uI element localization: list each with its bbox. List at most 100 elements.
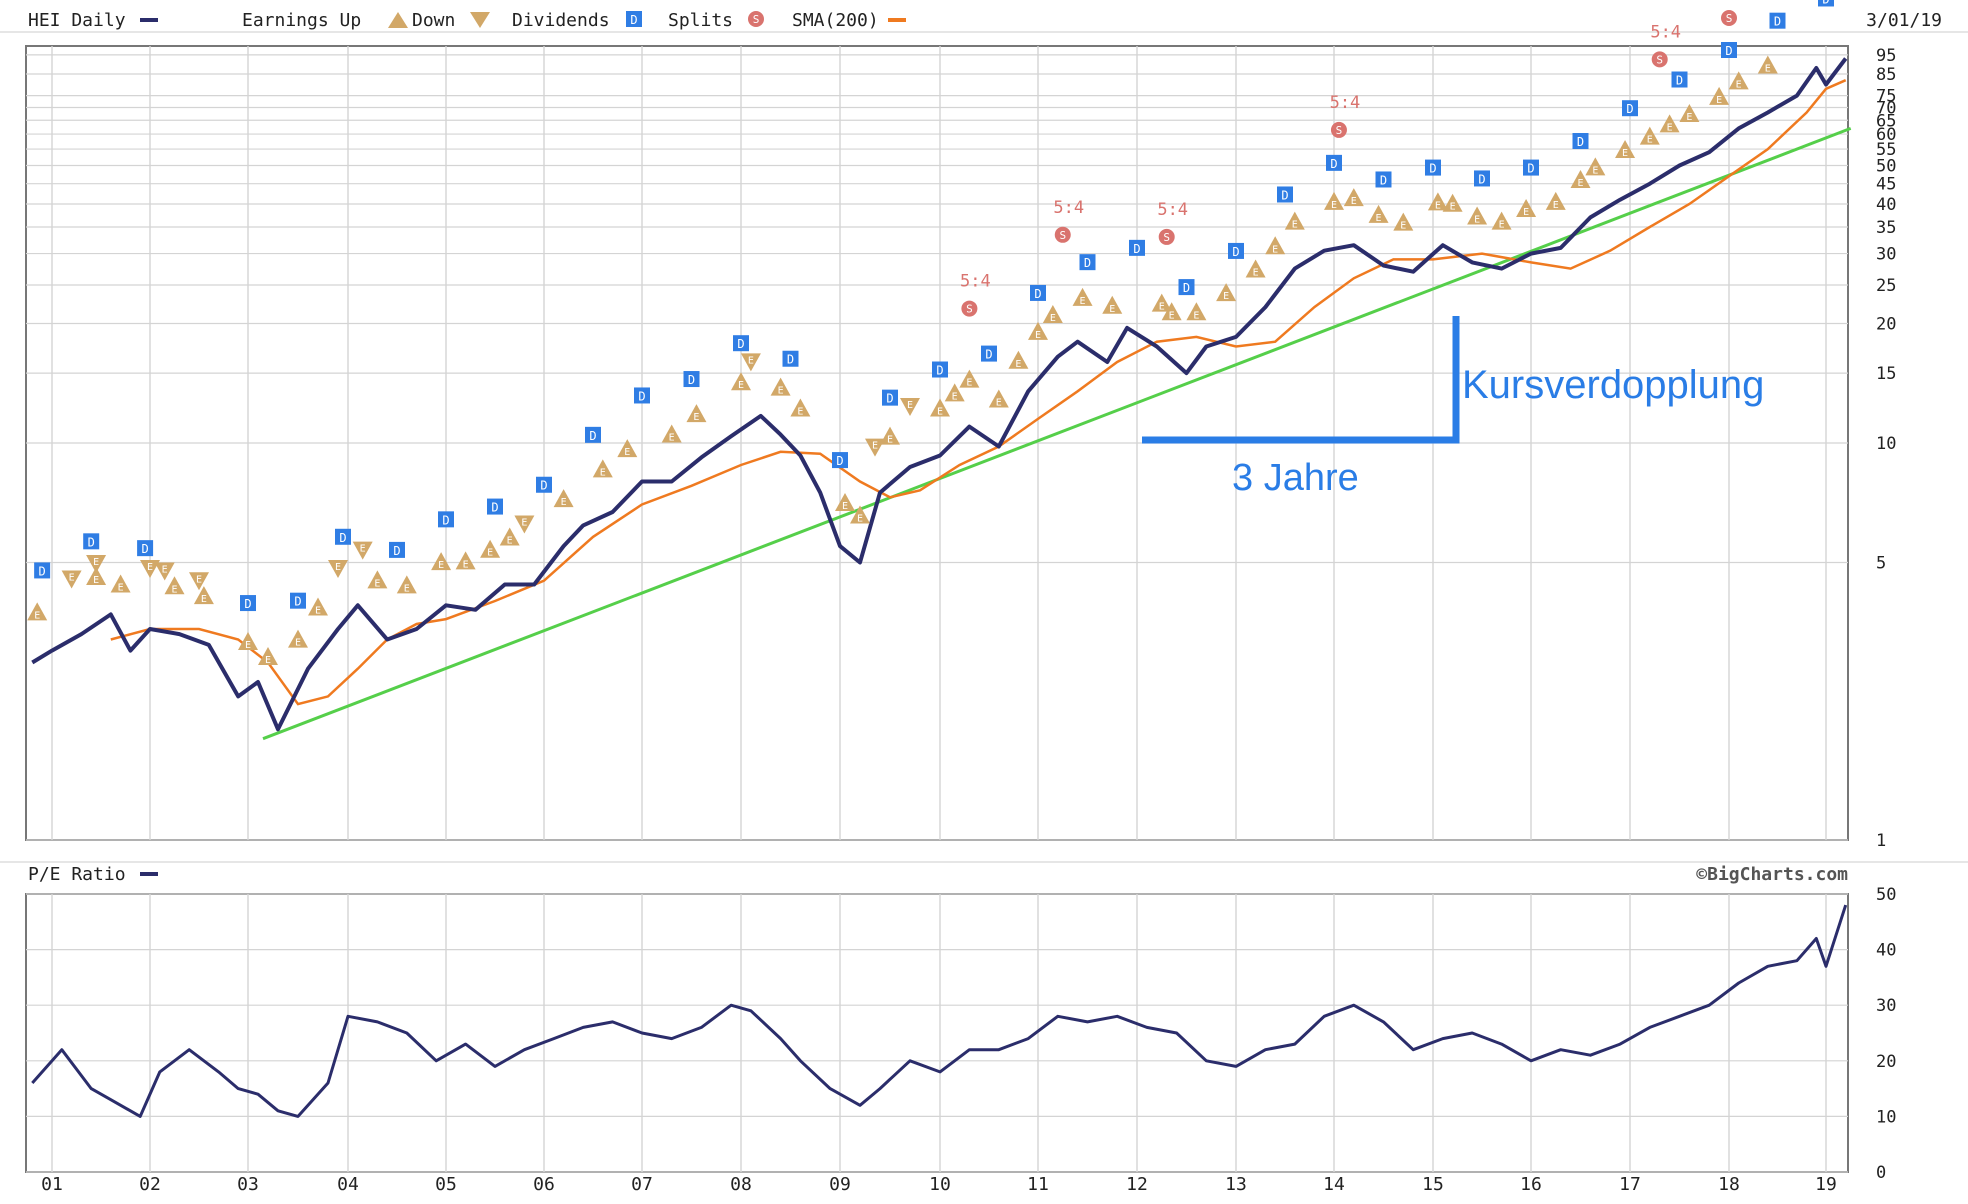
annotation-years: 3 Jahre [1232,457,1359,499]
x-tick-label: 07 [631,1174,653,1195]
legend-earnings-up: Earnings Up [242,10,361,31]
dividend-legend-icon [626,11,642,27]
x-tick-label: 11 [1027,1174,1049,1195]
svg-text:D: D [141,542,148,556]
earnings-up-icon: E [164,576,185,595]
price-tick-label: 85 [1876,65,1896,85]
svg-text:E: E [196,574,202,585]
svg-text:D: D [1232,245,1239,259]
price-tick-label: 25 [1876,276,1896,296]
svg-text:E: E [1736,79,1742,90]
earnings-up-icon: E [308,597,328,616]
earnings-up-icon: E [455,551,476,570]
dividend-icon: D [389,541,405,558]
svg-text:E: E [1474,214,1480,225]
dividend-icon: D [981,345,997,362]
svg-text:S: S [1656,53,1663,66]
svg-text:E: E [1272,244,1278,255]
svg-text:E: E [1400,221,1406,232]
svg-text:D: D [1822,0,1829,6]
svg-text:E: E [996,397,1002,408]
earnings-up-icon: E [1008,350,1029,370]
svg-text:D: D [1577,135,1584,149]
svg-text:D: D [39,564,46,578]
x-tick-label: 03 [237,1174,259,1195]
split-icon: S [1651,51,1668,68]
svg-text:E: E [34,610,40,621]
price-tick-label: 35 [1876,218,1896,238]
svg-text:E: E [561,497,567,508]
earnings-up-icon: E [1491,211,1512,231]
svg-text:E: E [1686,112,1692,123]
split-ratio-label: 5:4 [1330,93,1361,113]
svg-text:E: E [872,441,878,452]
svg-text:E: E [162,565,168,576]
x-tick-label: 10 [929,1174,951,1195]
pe-tick-label: 50 [1876,885,1896,905]
annotation-doubling: Kursverdopplung [1462,363,1764,407]
svg-text:E: E [1035,330,1041,341]
svg-text:E: E [1450,202,1456,213]
svg-text:E: E [487,548,493,559]
x-tick-label: 05 [435,1174,457,1195]
x-tick-label: 18 [1718,1174,1740,1195]
dividend-icon: D [137,540,154,557]
dividend-icon: D [782,350,799,367]
legend: HEI Daily Earnings Up Down Dividends D S… [28,10,1942,885]
earnings-up-icon: E [258,647,278,666]
svg-text:D: D [1774,15,1781,29]
price-tick-label: 1 [1876,831,1886,851]
svg-text:D: D [1380,173,1387,187]
earnings-up-icon: E [944,383,965,402]
svg-text:D: D [1281,188,1288,202]
price-tick-label: 45 [1876,175,1896,195]
svg-text:D: D [1034,287,1041,301]
svg-text:E: E [463,559,469,570]
credit-label: ©BigCharts.com [1696,864,1848,885]
split-icon: S [1721,10,1737,27]
svg-text:E: E [1253,267,1259,278]
svg-text:E: E [315,605,321,616]
svg-text:E: E [1716,95,1722,106]
earnings-up-icon: E [1570,170,1591,189]
svg-text:E: E [738,380,744,391]
events-layer: E E E E E E E E E E E E E E E E E E E E E E E E E E E E E E E E E E E E E E E E… [27,0,1834,666]
earnings-up-icon: E [731,372,751,391]
price-tick-label: 60 [1876,125,1896,145]
earnings-up-icon: E [1245,259,1266,278]
earnings-up-icon: E [661,424,682,443]
dividend-icon: D [240,595,256,612]
legend-dividends: Dividends [512,10,610,31]
earnings-up-icon: E [1343,188,1364,207]
earnings-up-icon: E [1442,193,1463,213]
x-tick-label: 17 [1619,1174,1641,1195]
earnings-up-icon: E [617,439,638,458]
pe-grid [26,893,1848,1173]
svg-text:E: E [438,560,444,571]
svg-text:E: E [360,544,366,555]
svg-text:E: E [245,640,251,651]
price-tick-label: 20 [1876,314,1896,334]
svg-text:E: E [201,594,207,605]
svg-text:S: S [1726,12,1733,25]
svg-text:E: E [669,432,675,443]
doubling-annotation: Kursverdopplung 3 Jahre [1142,316,1764,499]
earnings-down-icon: E [740,353,761,372]
svg-text:E: E [624,447,630,458]
price-line [31,57,1848,732]
earnings-up-icon: E [1324,191,1344,211]
trend-line [262,126,1852,741]
svg-text:E: E [1015,359,1021,370]
svg-text:E: E [778,386,784,397]
svg-text:E: E [93,575,99,586]
dividend-icon: D [1721,42,1737,59]
svg-text:E: E [966,378,972,389]
svg-text:E: E [1080,296,1086,307]
svg-text:E: E [521,518,527,529]
svg-text:E: E [1667,122,1673,133]
earnings-up-icon: E [592,459,613,478]
split-legend-letter: S [753,13,760,26]
earnings-down-icon: E [154,562,175,581]
svg-text:D: D [985,348,992,362]
